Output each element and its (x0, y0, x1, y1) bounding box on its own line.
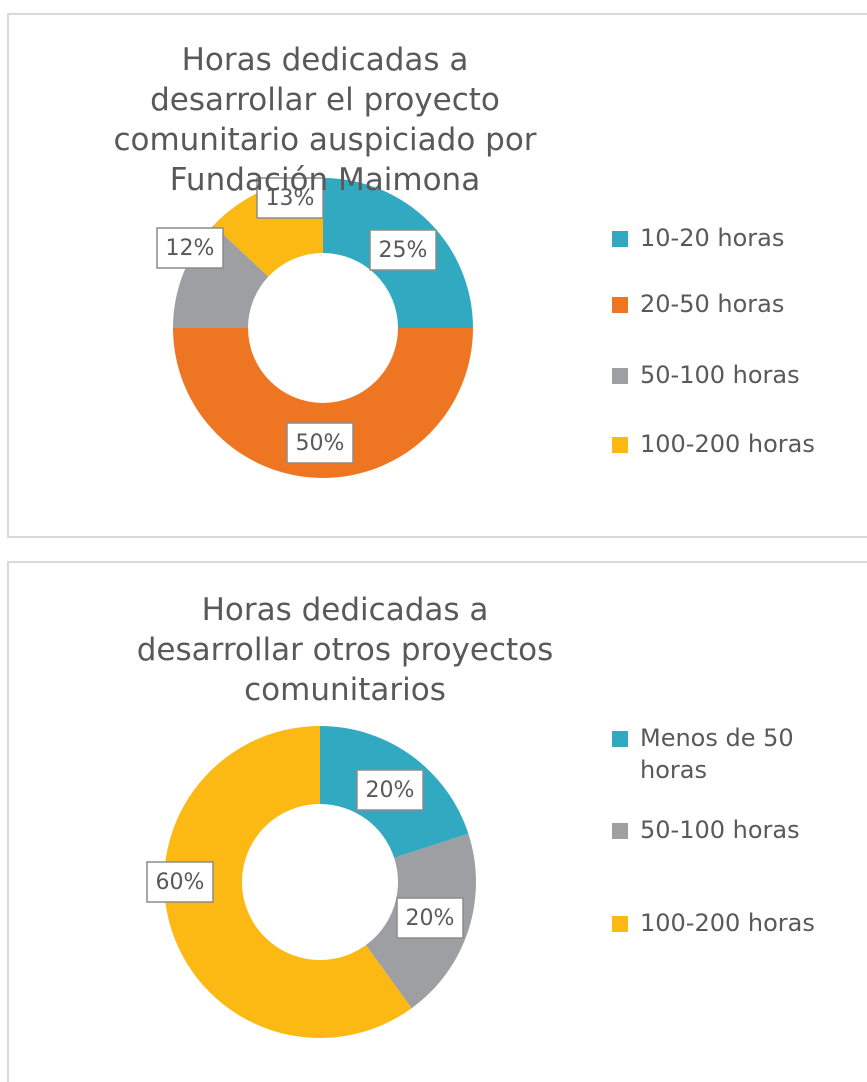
legend-swatch (612, 916, 628, 932)
donut-slice (173, 328, 473, 478)
legend-entry: 50-100 horas (612, 359, 867, 391)
label-box (369, 229, 437, 271)
label-box (156, 227, 224, 269)
data-label: 20% (366, 778, 415, 803)
legend-swatch (612, 231, 628, 247)
label-box (356, 769, 424, 811)
legend-entry: 10-20 horas (612, 222, 867, 254)
data-label: 50% (296, 431, 345, 456)
legend-entry: 100-200 horas (612, 428, 867, 460)
legend-swatch (612, 731, 628, 747)
label-box (396, 897, 464, 939)
data-label: 20% (406, 906, 455, 931)
label-box (146, 861, 214, 903)
label-box (286, 422, 354, 464)
legend-swatch (612, 823, 628, 839)
label-box (256, 177, 324, 219)
data-label: 60% (156, 870, 205, 895)
data-label: 13% (266, 186, 315, 211)
chart-title: Horas dedicadas a desarrollar el proyect… (113, 42, 537, 198)
data-label: 25% (379, 238, 428, 263)
chart-frame (7, 13, 867, 538)
chart-frame (7, 561, 867, 1082)
donut-slice (164, 726, 412, 1038)
legend-entry: 20-50 horas (612, 288, 867, 320)
legend-entry: 100-200 horas (612, 907, 840, 939)
legend-entry: 50-100 horas (612, 814, 840, 846)
data-label: 12% (166, 236, 215, 261)
legend-entry: Menos de 50 horas (612, 722, 840, 786)
legend-swatch (612, 437, 628, 453)
legend-swatch (612, 297, 628, 313)
legend-swatch (612, 368, 628, 384)
chart-title: Horas dedicadas a desarrollar otros proy… (136, 592, 554, 708)
